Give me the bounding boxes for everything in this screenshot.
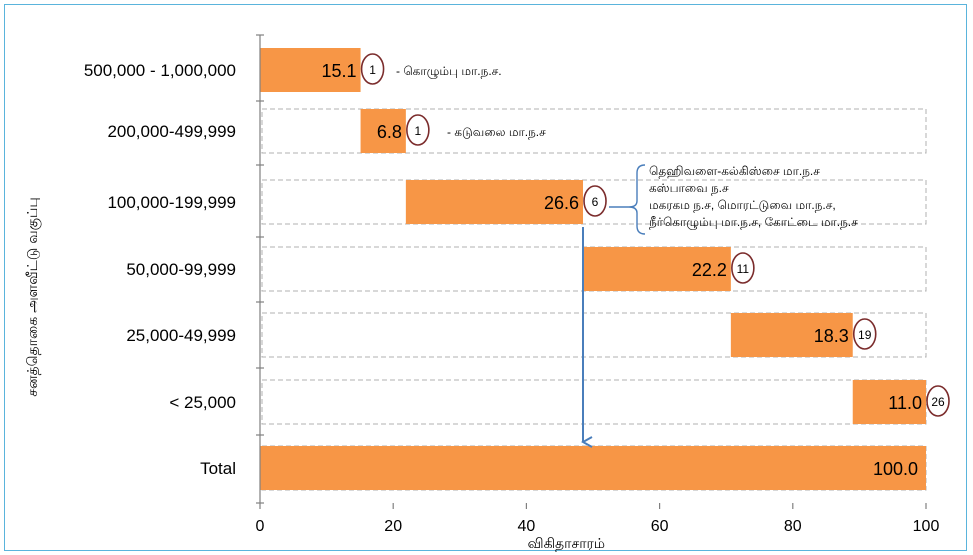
x-tick-label-5: 100 [913,518,940,535]
bar-2 [405,180,584,224]
data-label-3: 22.2 [692,260,727,280]
ghost-bar-1 [261,108,927,154]
count-circle-3 [731,252,755,284]
bar-6 [260,446,926,490]
waterfall-chart: 0 20 40 60 80 100 விகிதாசாரம் சனத்தொகை அளவீட்டு… [24,34,950,552]
count-circle-5 [926,385,950,417]
annotation-line-1: கஸ்பாவை ந.ச [649,181,729,195]
annotation-line-2: மகரகம ந.ச, மொரட்டுவை மா.ந.ச, [649,198,836,212]
chart-frame: 0 20 40 60 80 100 விகிதாசாரம் சனத்தொகை அளவீட்டு… [4,4,967,552]
x-tick-label-2: 40 [518,518,536,535]
y-axis-title: சனத்தொகை அளவீட்டு வகுப்பு [24,197,42,397]
category-label-4: 25,000-49,999 [126,326,236,345]
data-label-5: 11.0 [888,393,922,413]
count-circle-0 [360,53,385,85]
bar-1 [360,109,406,153]
category-label-1: 200,000-499,999 [107,122,236,141]
count-circle-1 [406,114,430,146]
count-label-0: 1 [369,63,376,77]
x-axis-title: விகிதாசாரம் [528,535,605,552]
count-circle-4 [852,318,877,350]
count-label-3: 11 [737,262,750,276]
bar-4 [730,313,853,357]
data-label-4: 18.3 [814,326,849,346]
x-tick-label-4: 80 [784,518,802,535]
data-label-0: 15.1 [322,61,357,81]
data-label-1: 6.8 [377,122,402,142]
ghost-bar-4 [261,312,927,358]
count-circle-2 [583,185,607,217]
x-tick-label-1: 20 [384,518,402,535]
annotation-line-3: நீர்கொழும்பு மா.ந.ச, கோட்டை மா.ந.ச [649,215,858,230]
count-label-1: 1 [415,124,422,138]
ghost-bar-2 [261,179,927,225]
data-label-6: 100.0 [873,459,918,479]
category-label-3: 50,000-99,999 [126,260,236,279]
bar-0 [260,48,361,92]
category-label-6: Total [200,459,236,478]
count-label-4: 19 [858,328,872,342]
count-label-2: 6 [592,195,599,209]
bar-3 [583,247,731,291]
annotation-colombo: - கொழும்பு மா.ந.ச. [396,64,502,79]
category-label-5: < 25,000 [169,393,236,412]
x-tick-label-3: 60 [651,518,669,535]
annotation-line-0: தெஹிவளை-கல்கிஸ்சை மா.ந.ச [649,164,820,178]
category-label-0: 500,000 - 1,000,000 [84,61,236,80]
x-tick-label-0: 0 [256,518,265,535]
count-label-5: 26 [931,395,945,409]
category-label-2: 100,000-199,999 [107,193,236,212]
annotation-kaduwela: - கடுவலை மா.ந.ச [447,125,546,139]
ghost-bar-5 [261,379,927,425]
data-label-2: 26.6 [544,193,579,213]
bar-5 [852,380,926,424]
